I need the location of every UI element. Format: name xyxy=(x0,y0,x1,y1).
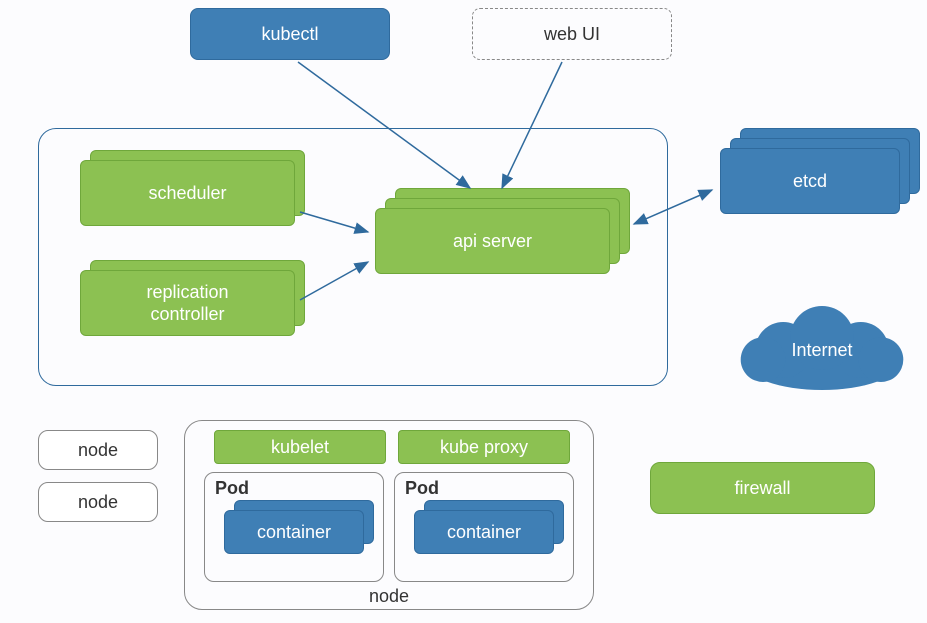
internet_cloud: Internet xyxy=(741,306,904,390)
arrow-0 xyxy=(298,62,470,188)
arrow-3 xyxy=(300,262,368,300)
arrow-1 xyxy=(502,62,562,188)
arrow-2 xyxy=(300,212,368,232)
arrow-layer: Internet xyxy=(0,0,927,623)
arrow-4 xyxy=(634,190,712,224)
internet_cloud-label: Internet xyxy=(791,340,852,360)
